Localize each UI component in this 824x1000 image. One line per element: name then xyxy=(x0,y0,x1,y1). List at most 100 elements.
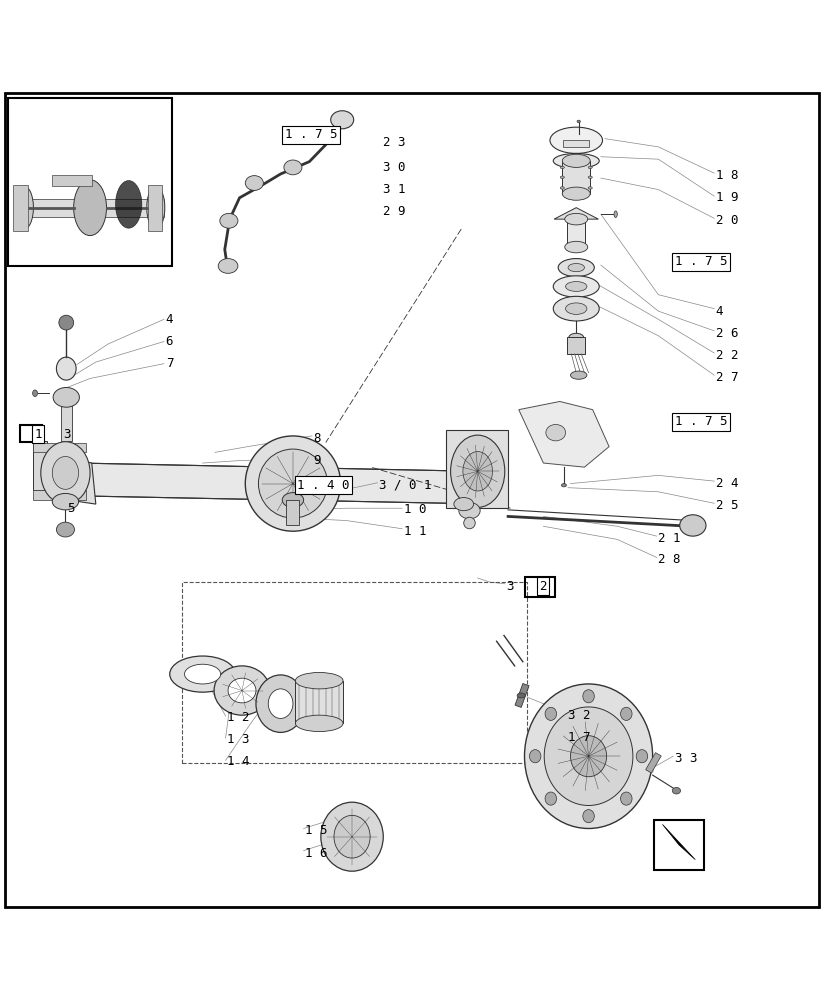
Ellipse shape xyxy=(147,186,165,229)
Text: 3 2: 3 2 xyxy=(568,709,591,722)
Ellipse shape xyxy=(185,664,221,684)
Bar xyxy=(567,337,585,354)
Text: 2 9: 2 9 xyxy=(383,205,405,218)
Ellipse shape xyxy=(565,282,587,291)
Text: 2 6: 2 6 xyxy=(716,327,738,340)
Text: 1 1: 1 1 xyxy=(404,525,426,538)
Bar xyxy=(447,430,508,508)
Ellipse shape xyxy=(568,263,584,272)
Text: 1 6: 1 6 xyxy=(305,847,328,860)
Ellipse shape xyxy=(228,678,256,703)
Ellipse shape xyxy=(454,498,474,511)
Ellipse shape xyxy=(558,259,594,277)
Ellipse shape xyxy=(680,515,706,536)
Text: 1 0: 1 0 xyxy=(404,503,426,516)
Ellipse shape xyxy=(569,333,583,342)
Text: 2 2: 2 2 xyxy=(716,349,738,362)
Ellipse shape xyxy=(562,187,590,200)
Polygon shape xyxy=(79,463,490,504)
Ellipse shape xyxy=(570,371,587,379)
Ellipse shape xyxy=(561,484,566,487)
Ellipse shape xyxy=(564,213,588,225)
Ellipse shape xyxy=(256,675,305,732)
Ellipse shape xyxy=(553,153,599,168)
Bar xyxy=(8,98,172,266)
Bar xyxy=(515,684,529,707)
Text: 2 3: 2 3 xyxy=(383,136,405,149)
Bar xyxy=(21,425,42,442)
Ellipse shape xyxy=(544,707,633,805)
Ellipse shape xyxy=(295,672,343,689)
Ellipse shape xyxy=(583,690,594,703)
Bar xyxy=(33,441,47,490)
Ellipse shape xyxy=(220,213,238,228)
Text: 1 4: 1 4 xyxy=(227,755,250,768)
Ellipse shape xyxy=(246,176,264,190)
Ellipse shape xyxy=(259,449,327,518)
Ellipse shape xyxy=(73,180,106,236)
Text: 1 8: 1 8 xyxy=(716,169,738,182)
Text: 1 2: 1 2 xyxy=(227,711,250,724)
Ellipse shape xyxy=(550,127,602,153)
Bar xyxy=(526,577,555,597)
Text: 4: 4 xyxy=(716,305,723,318)
Ellipse shape xyxy=(218,259,238,273)
Polygon shape xyxy=(41,452,96,504)
Text: 8: 8 xyxy=(313,432,321,445)
Ellipse shape xyxy=(56,522,74,537)
Ellipse shape xyxy=(334,815,370,858)
Ellipse shape xyxy=(620,792,632,805)
Ellipse shape xyxy=(583,810,594,823)
Ellipse shape xyxy=(283,493,303,507)
Ellipse shape xyxy=(577,120,580,123)
Ellipse shape xyxy=(330,111,353,129)
Text: 2 1: 2 1 xyxy=(658,532,681,545)
Ellipse shape xyxy=(464,517,475,529)
Ellipse shape xyxy=(214,666,270,715)
Ellipse shape xyxy=(284,160,302,175)
Ellipse shape xyxy=(517,693,526,698)
Ellipse shape xyxy=(570,736,606,777)
Ellipse shape xyxy=(295,715,343,732)
Ellipse shape xyxy=(560,166,564,169)
Ellipse shape xyxy=(545,424,565,441)
Bar xyxy=(147,185,162,231)
Ellipse shape xyxy=(16,186,34,229)
Ellipse shape xyxy=(170,656,236,692)
Ellipse shape xyxy=(588,166,592,169)
Bar xyxy=(52,175,91,186)
Text: 1 . 7 5: 1 . 7 5 xyxy=(675,255,728,268)
Text: 1 3: 1 3 xyxy=(227,733,250,746)
Ellipse shape xyxy=(53,387,79,407)
Ellipse shape xyxy=(560,187,564,189)
Bar xyxy=(287,500,299,525)
Text: 2 5: 2 5 xyxy=(716,499,738,512)
Ellipse shape xyxy=(564,241,588,253)
Text: 3: 3 xyxy=(63,428,71,441)
Bar xyxy=(13,185,28,231)
Text: 2 0: 2 0 xyxy=(716,214,738,227)
Ellipse shape xyxy=(672,787,681,794)
Polygon shape xyxy=(662,824,695,860)
Bar xyxy=(567,219,585,247)
Bar xyxy=(295,681,343,723)
Text: 1 7: 1 7 xyxy=(568,731,591,744)
Ellipse shape xyxy=(545,707,556,720)
Text: 4: 4 xyxy=(166,313,173,326)
Text: 2 7: 2 7 xyxy=(716,371,738,384)
Ellipse shape xyxy=(588,187,592,189)
Text: 5: 5 xyxy=(67,502,75,515)
Ellipse shape xyxy=(321,802,383,871)
Ellipse shape xyxy=(565,303,587,314)
Text: 3 / 0 1: 3 / 0 1 xyxy=(379,479,432,492)
Text: 1 . 7 5: 1 . 7 5 xyxy=(285,128,337,141)
Ellipse shape xyxy=(562,154,590,167)
Text: 9: 9 xyxy=(313,454,321,467)
Text: 1: 1 xyxy=(35,428,42,441)
Text: 2 8: 2 8 xyxy=(658,553,681,566)
Polygon shape xyxy=(519,401,609,467)
Text: 1 9: 1 9 xyxy=(716,191,738,204)
Ellipse shape xyxy=(553,296,599,321)
Ellipse shape xyxy=(560,176,564,178)
Ellipse shape xyxy=(525,684,653,828)
